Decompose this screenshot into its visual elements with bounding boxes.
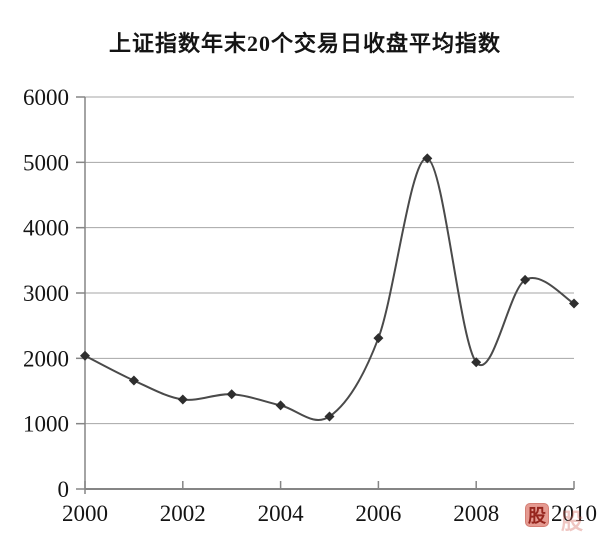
data-point-2001: [128, 375, 139, 386]
y-tick-label-6000: 6000: [23, 85, 69, 110]
data-point-2007: [422, 153, 433, 164]
data-point-2010: [569, 298, 579, 309]
data-point-2000: [80, 350, 90, 361]
y-tick-label-0: 0: [58, 477, 70, 502]
x-tick-label-2000: 2000: [62, 501, 108, 526]
chart-title: 上证指数年末20个交易日收盘平均指数: [108, 31, 501, 56]
y-tick-label-5000: 5000: [23, 150, 69, 175]
y-tick-label-4000: 4000: [23, 216, 69, 241]
data-point-2003: [226, 389, 237, 400]
y-tick-label-1000: 1000: [23, 412, 69, 437]
data-point-2009: [520, 274, 531, 285]
data-point-2008: [471, 357, 482, 368]
data-point-2002: [177, 394, 188, 405]
x-tick-label-2004: 2004: [258, 501, 305, 526]
x-tick-label-2002: 2002: [160, 501, 206, 526]
x-tick-label-2008: 2008: [453, 501, 499, 526]
series-line: [84, 157, 575, 421]
y-tick-label-3000: 3000: [23, 281, 69, 306]
data-point-2005: [324, 411, 335, 422]
data-point-2006: [373, 333, 384, 344]
data-point-2004: [275, 400, 286, 411]
y-tick-label-2000: 2000: [23, 346, 69, 371]
x-tick-label-2010: 2010: [551, 501, 597, 526]
x-tick-label-2006: 2006: [355, 501, 401, 526]
